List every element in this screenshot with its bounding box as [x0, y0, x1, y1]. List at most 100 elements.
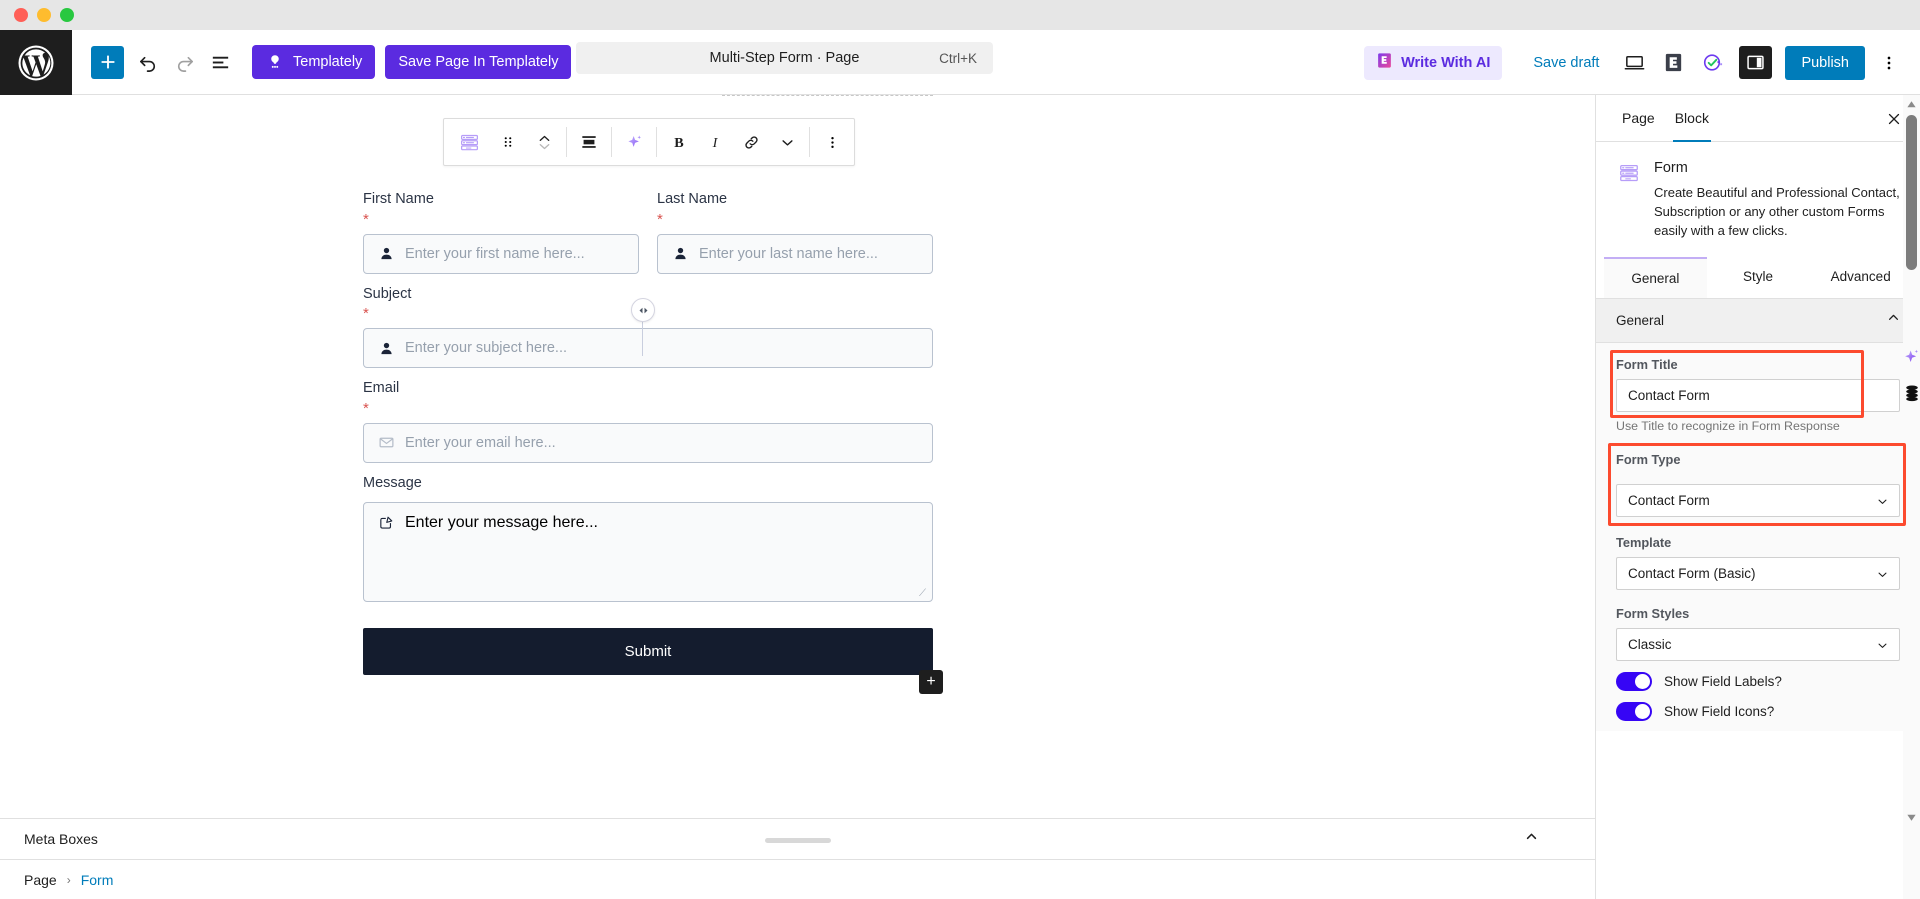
sidebar-tabs: Page Block: [1596, 95, 1920, 142]
general-panel-header[interactable]: General: [1596, 298, 1920, 343]
chevron-down-icon: [1875, 638, 1890, 656]
redo-icon: [177, 56, 193, 72]
tab-general[interactable]: General: [1604, 256, 1707, 298]
templately-button[interactable]: Templately: [252, 45, 376, 79]
italic-icon: I: [712, 135, 719, 151]
scroll-up-arrow-icon[interactable]: [1906, 97, 1917, 115]
block-type-button[interactable]: [448, 122, 490, 162]
block-toolbar: B I: [443, 118, 855, 166]
chevron-up-down-icon: [539, 135, 549, 149]
email-input[interactable]: Enter your email here...: [363, 422, 933, 463]
last-name-input[interactable]: Enter your last name here...: [657, 233, 933, 274]
sidebar-scrollbar-thumb[interactable]: [1906, 115, 1917, 270]
close-window-icon[interactable]: [14, 8, 28, 22]
undo-button[interactable]: [130, 44, 166, 80]
list-view-icon: [212, 56, 228, 68]
subject-placeholder: Enter your subject here...: [405, 340, 567, 357]
show-field-icons-row[interactable]: Show Field Icons?: [1616, 701, 1900, 721]
database-stack-icon[interactable]: [1902, 383, 1920, 408]
publish-button[interactable]: Publish: [1785, 45, 1865, 80]
plus-icon: [101, 55, 114, 69]
drag-dots-icon: [504, 137, 512, 147]
maximize-window-icon[interactable]: [60, 8, 74, 22]
form-styles-label: Form Styles: [1616, 605, 1690, 621]
message-placeholder: Enter your message here...: [405, 514, 598, 532]
tab-style[interactable]: Style: [1743, 268, 1774, 284]
toggle-knob: [1635, 673, 1650, 689]
settings-sidebar-toggle[interactable]: [1739, 46, 1773, 79]
message-textarea[interactable]: Enter your message here... ⟋: [363, 502, 933, 603]
breadcrumb-item-page[interactable]: Page: [24, 871, 57, 888]
command-palette-button[interactable]: Multi-Step Form · Page Ctrl+K: [576, 42, 993, 74]
form-title-group: Form Title: [1610, 349, 1900, 418]
tab-block[interactable]: Block: [1665, 95, 1719, 142]
scroll-down-arrow-icon[interactable]: [1906, 810, 1917, 828]
meta-boxes-bar[interactable]: Meta Boxes: [0, 818, 1595, 860]
meta-boxes-collapse-button[interactable]: [1523, 828, 1540, 850]
essential-blocks-ai-icon: [1376, 52, 1393, 73]
document-overview-button[interactable]: [202, 44, 238, 80]
form-styles-select[interactable]: Classic: [1616, 627, 1900, 661]
bold-icon: B: [674, 135, 684, 151]
move-block-buttons[interactable]: [526, 122, 562, 162]
subject-input[interactable]: Enter your subject here...: [363, 328, 933, 369]
name-fields-row: First Name * Enter your first name here.…: [363, 190, 933, 356]
plus-icon: +: [926, 673, 936, 690]
template-select[interactable]: Contact Form (Basic): [1616, 556, 1900, 590]
submit-button[interactable]: Submit: [363, 628, 933, 676]
column-resize-handle[interactable]: [631, 298, 655, 322]
link-button[interactable]: [733, 122, 769, 162]
toolbar-divider: [566, 127, 567, 157]
form-title-help: Use Title to recognize in Form Response: [1616, 418, 1840, 433]
ai-assist-button[interactable]: [616, 122, 652, 162]
email-required-mark: *: [363, 399, 369, 417]
post-content-area[interactable]: B I: [0, 95, 1595, 818]
save-draft-button[interactable]: Save draft: [1519, 55, 1613, 71]
ai-sparkle-icon[interactable]: [1901, 347, 1920, 373]
jetpack-button[interactable]: [1694, 45, 1730, 81]
options-menu-button[interactable]: [1872, 45, 1906, 81]
breadcrumb-item-form[interactable]: Form: [80, 871, 114, 888]
add-block-button[interactable]: [91, 45, 124, 79]
italic-button[interactable]: I: [697, 122, 733, 162]
tab-page[interactable]: Page: [1622, 109, 1655, 126]
subject-field: Subject * Enter your subject here...: [363, 285, 933, 369]
wordpress-logo-icon: [18, 45, 54, 80]
show-field-labels-row[interactable]: Show Field Labels?: [1616, 671, 1900, 691]
form-title-side-icons: [1901, 347, 1920, 408]
show-field-labels-toggle[interactable]: [1616, 671, 1652, 691]
save-page-templately-button[interactable]: Save Page In Templately: [385, 45, 572, 79]
first-name-input[interactable]: Enter your first name here...: [363, 233, 639, 274]
form-type-value: Contact Form: [1628, 492, 1710, 508]
more-formatting-button[interactable]: [769, 122, 805, 162]
tab-advanced[interactable]: Advanced: [1830, 268, 1891, 284]
block-description: Create Beautiful and Professional Contac…: [1654, 185, 1900, 239]
write-with-ai-button[interactable]: Write With AI: [1364, 45, 1503, 80]
editor-canvas: B I: [0, 95, 1595, 818]
redo-button[interactable]: [166, 44, 202, 80]
resize-grip-icon[interactable]: ⟋: [919, 588, 926, 600]
show-field-icons-toggle[interactable]: [1616, 701, 1652, 721]
essential-blocks-button[interactable]: [1655, 45, 1691, 81]
close-sidebar-button[interactable]: [1882, 107, 1906, 131]
template-group: Template Contact Form (Basic): [1616, 535, 1900, 590]
block-info-card: Form Create Beautiful and Professional C…: [1596, 142, 1920, 257]
header-actions: Write With AI Save draft: [1364, 30, 1906, 95]
append-block-button[interactable]: +: [919, 670, 943, 694]
form-type-select[interactable]: Contact Form: [1616, 483, 1900, 517]
first-name-field: First Name * Enter your first name here.…: [363, 190, 639, 274]
minimize-window-icon[interactable]: [37, 8, 51, 22]
settings-sidebar: Page Block Form Create Beautiful and Pro…: [1595, 95, 1920, 899]
block-options-button[interactable]: [814, 122, 850, 162]
ai-sparkle-icon: [627, 135, 641, 147]
drag-block-handle[interactable]: [490, 122, 526, 162]
bold-button[interactable]: B: [661, 122, 697, 162]
wordpress-logo-button[interactable]: [0, 30, 72, 95]
form-title-input[interactable]: [1616, 378, 1900, 412]
align-button[interactable]: [571, 122, 607, 162]
preview-button[interactable]: [1616, 45, 1652, 81]
subject-required-mark: *: [363, 305, 369, 323]
meta-boxes-drag-handle[interactable]: [764, 838, 831, 843]
form-block-preview[interactable]: + First Name * Enter your first name her…: [363, 190, 943, 694]
sidebar-scrollbar[interactable]: [1903, 95, 1920, 899]
